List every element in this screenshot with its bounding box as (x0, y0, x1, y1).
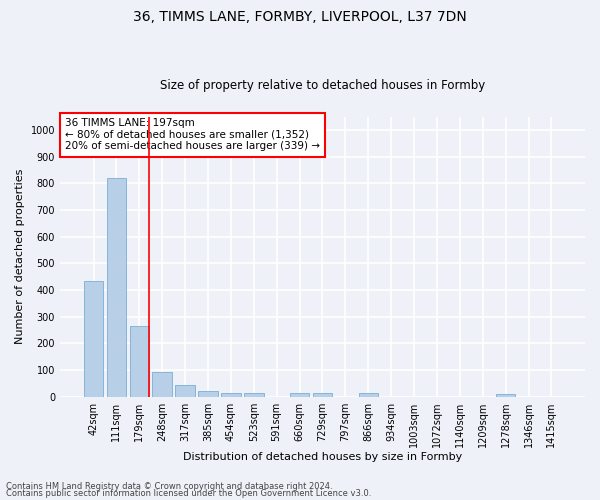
Bar (290, 394, 309, 396)
Bar (107, 178, 126, 396)
Bar (496, 394, 515, 396)
Bar (84, 280, 103, 396)
Text: 36 TIMMS LANE: 197sqm
← 80% of detached houses are smaller (1,352)
20% of semi-d: 36 TIMMS LANE: 197sqm ← 80% of detached … (65, 118, 320, 152)
Text: 36, TIMMS LANE, FORMBY, LIVERPOOL, L37 7DN: 36, TIMMS LANE, FORMBY, LIVERPOOL, L37 7… (133, 10, 467, 24)
Bar (221, 392, 241, 396)
Bar (175, 384, 195, 396)
Text: Contains HM Land Registry data © Crown copyright and database right 2024.: Contains HM Land Registry data © Crown c… (6, 482, 332, 491)
Bar (198, 390, 218, 396)
Bar (244, 394, 263, 396)
Bar (130, 326, 149, 396)
Bar (313, 394, 332, 396)
Bar (152, 372, 172, 396)
Y-axis label: Number of detached properties: Number of detached properties (15, 169, 25, 344)
X-axis label: Distribution of detached houses by size in Formby: Distribution of detached houses by size … (183, 452, 462, 462)
Title: Size of property relative to detached houses in Formby: Size of property relative to detached ho… (160, 79, 485, 92)
Text: Contains public sector information licensed under the Open Government Licence v3: Contains public sector information licen… (6, 489, 371, 498)
Bar (359, 394, 378, 396)
